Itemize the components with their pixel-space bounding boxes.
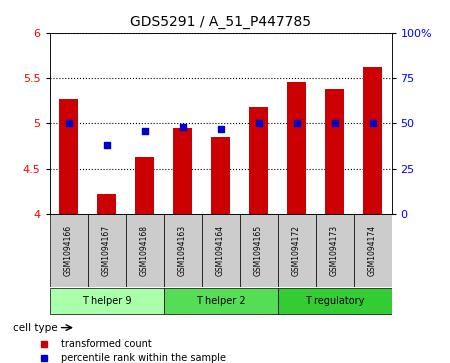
- Point: [65, 121, 72, 126]
- FancyBboxPatch shape: [354, 214, 392, 287]
- FancyBboxPatch shape: [50, 288, 163, 314]
- Point: [369, 121, 376, 126]
- FancyBboxPatch shape: [315, 214, 354, 287]
- FancyBboxPatch shape: [126, 214, 163, 287]
- Point: [141, 128, 148, 134]
- FancyBboxPatch shape: [50, 214, 87, 287]
- Text: transformed count: transformed count: [61, 339, 152, 349]
- Point: [103, 142, 110, 148]
- Bar: [287, 82, 306, 214]
- FancyBboxPatch shape: [87, 214, 126, 287]
- Bar: [135, 157, 154, 214]
- Bar: [325, 89, 344, 214]
- Bar: [249, 107, 268, 214]
- Point: [255, 121, 262, 126]
- FancyBboxPatch shape: [278, 214, 315, 287]
- Text: GSM1094172: GSM1094172: [292, 225, 301, 276]
- FancyBboxPatch shape: [163, 214, 202, 287]
- Bar: [97, 194, 116, 214]
- Text: GSM1094168: GSM1094168: [140, 225, 149, 276]
- Text: GSM1094163: GSM1094163: [178, 225, 187, 276]
- FancyBboxPatch shape: [278, 288, 392, 314]
- Text: percentile rank within the sample: percentile rank within the sample: [61, 353, 226, 363]
- Point: [179, 124, 186, 130]
- Text: T helper 2: T helper 2: [196, 296, 245, 306]
- Text: GSM1094173: GSM1094173: [330, 225, 339, 276]
- Text: GSM1094166: GSM1094166: [64, 225, 73, 276]
- Bar: [59, 99, 78, 214]
- Bar: [211, 137, 230, 214]
- Point: [293, 121, 300, 126]
- FancyBboxPatch shape: [202, 214, 239, 287]
- Bar: [363, 67, 382, 214]
- Bar: [173, 128, 192, 214]
- Text: GSM1094167: GSM1094167: [102, 225, 111, 276]
- Text: cell type: cell type: [14, 323, 58, 333]
- Text: GSM1094174: GSM1094174: [368, 225, 377, 276]
- Text: GSM1094164: GSM1094164: [216, 225, 225, 276]
- FancyBboxPatch shape: [239, 214, 278, 287]
- Point: [331, 121, 338, 126]
- Text: GSM1094165: GSM1094165: [254, 225, 263, 276]
- Title: GDS5291 / A_51_P447785: GDS5291 / A_51_P447785: [130, 15, 311, 29]
- Text: T regulatory: T regulatory: [305, 296, 364, 306]
- FancyBboxPatch shape: [163, 288, 278, 314]
- Text: T helper 9: T helper 9: [82, 296, 131, 306]
- Point: [217, 126, 224, 132]
